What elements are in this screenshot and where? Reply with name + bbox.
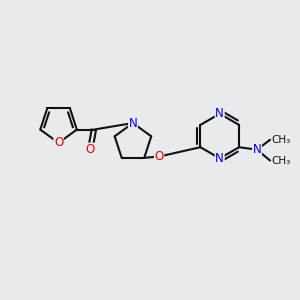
- Text: N: N: [253, 143, 261, 156]
- Text: O: O: [154, 150, 164, 163]
- Text: N: N: [215, 152, 224, 165]
- Text: CH₃: CH₃: [271, 155, 290, 166]
- Text: O: O: [85, 143, 95, 156]
- Text: N: N: [215, 107, 224, 120]
- Text: CH₃: CH₃: [271, 135, 290, 145]
- Text: N: N: [129, 116, 137, 130]
- Text: O: O: [54, 136, 63, 149]
